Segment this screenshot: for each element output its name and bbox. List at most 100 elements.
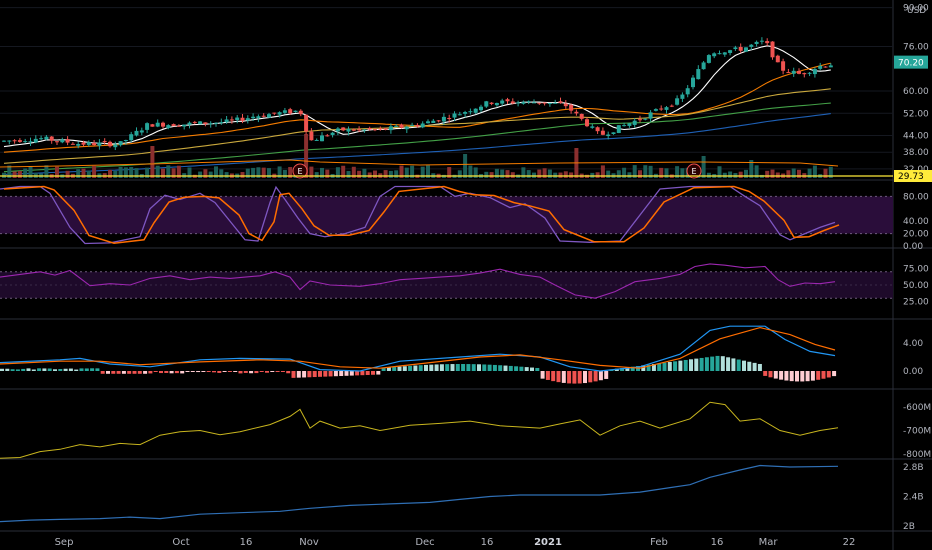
candle-body [706, 55, 711, 63]
macd-histogram-bar [598, 371, 603, 381]
macd-histogram-bar [477, 364, 481, 371]
candle-body [410, 124, 415, 126]
candle-body [39, 138, 44, 140]
macd-histogram-bar [492, 364, 497, 371]
candle-body [373, 129, 377, 131]
candle-body [447, 117, 452, 119]
candle-body [818, 65, 823, 69]
volume-bar [108, 169, 112, 178]
rsi-axis-tick: 25.00 [903, 298, 929, 308]
candle-body [728, 50, 733, 53]
macd-histogram-bar [816, 371, 821, 380]
macd-histogram-bar [429, 364, 434, 371]
volume-average-line [0, 159, 839, 168]
candle-body [537, 102, 542, 104]
candle-body [60, 139, 65, 143]
macd-histogram-bar [540, 371, 545, 379]
time-axis-tick: 16 [240, 537, 253, 548]
volume-bar [812, 165, 817, 178]
macd-histogram-bar [715, 355, 720, 371]
candle-body [145, 123, 150, 130]
candle-body [203, 122, 208, 124]
candle-body [558, 101, 563, 103]
volume-bar [744, 169, 748, 178]
obv-axis-tick: 2B [903, 522, 915, 532]
macd-histogram-bar [805, 371, 810, 382]
macd-histogram-bar [196, 371, 201, 373]
candle-body [187, 122, 192, 125]
candle-body [638, 119, 642, 121]
macd-histogram-bar [95, 368, 100, 371]
candle-body [585, 119, 589, 127]
macd-histogram-bar [577, 371, 582, 384]
volume-bar [261, 167, 266, 178]
candle-body [383, 128, 388, 130]
macd-histogram-bar [720, 356, 725, 371]
candle-body [606, 134, 611, 137]
macd-histogram-bar [673, 361, 678, 371]
candle-body [722, 52, 727, 55]
volume-bar [171, 168, 176, 178]
macd-histogram-bar [58, 369, 63, 371]
adl-axis-tick: -800M [903, 450, 931, 460]
volume-bar [542, 168, 547, 178]
candle-body [547, 102, 552, 104]
volume-bar [362, 168, 367, 178]
volume-bar [2, 172, 6, 178]
time-axis-tick: 2021 [534, 537, 562, 548]
macd-histogram-bar [217, 371, 222, 373]
candle-body [569, 104, 574, 111]
volume-bar [150, 146, 155, 178]
volume-bar [267, 168, 271, 178]
volume-bar [791, 168, 796, 178]
candle-body [441, 116, 446, 122]
price-axis-tick: 52.00 [903, 109, 929, 119]
candle-body [367, 127, 372, 130]
candle-body [717, 53, 722, 55]
volume-bar [659, 167, 664, 178]
candle-body [781, 61, 786, 71]
candle-body [590, 126, 595, 128]
candle-body [267, 114, 271, 118]
volume-bar [537, 169, 542, 178]
macd-histogram-bar [662, 362, 667, 371]
candle-body [394, 125, 399, 127]
macd-histogram-bar [10, 369, 15, 371]
volume-bar [722, 172, 727, 178]
time-axis-tick: Dec [415, 537, 434, 548]
volume-bar [807, 168, 812, 178]
volume-bar [388, 170, 393, 178]
volume-bar [240, 172, 245, 178]
candle-body [399, 124, 404, 128]
macd-histogram-bar [434, 364, 439, 371]
stochastic-d-line [3, 185, 840, 244]
macd-histogram-bar [21, 368, 26, 371]
macd-histogram-bar [328, 371, 333, 377]
candle-body [542, 102, 547, 104]
price-axis-tick: 38.00 [903, 148, 929, 158]
volume-bar [155, 165, 160, 178]
time-axis-tick: 22 [843, 537, 856, 548]
volume-bar [394, 170, 399, 178]
candle-body [770, 41, 775, 58]
candle-body [282, 110, 287, 113]
candle-body [330, 132, 335, 135]
macd-histogram-bar [318, 371, 322, 377]
macd-histogram-bar [116, 371, 121, 374]
candle-body [431, 120, 436, 124]
candle-body [696, 69, 701, 80]
macd-histogram-bar [386, 367, 391, 371]
macd-histogram-bar [466, 364, 471, 371]
ma-line-longest [3, 113, 831, 175]
macd-histogram-bar [455, 364, 460, 371]
macd-histogram-bar [275, 371, 280, 372]
rsi-axis-tick: 75.00 [903, 265, 929, 275]
candle-body [653, 109, 658, 111]
price-axis-tick: 44.00 [903, 132, 929, 142]
price-line-value: 29.73 [898, 172, 924, 182]
volume-bar [505, 170, 510, 178]
volume-bar [706, 172, 711, 178]
volume-bar [129, 167, 134, 178]
